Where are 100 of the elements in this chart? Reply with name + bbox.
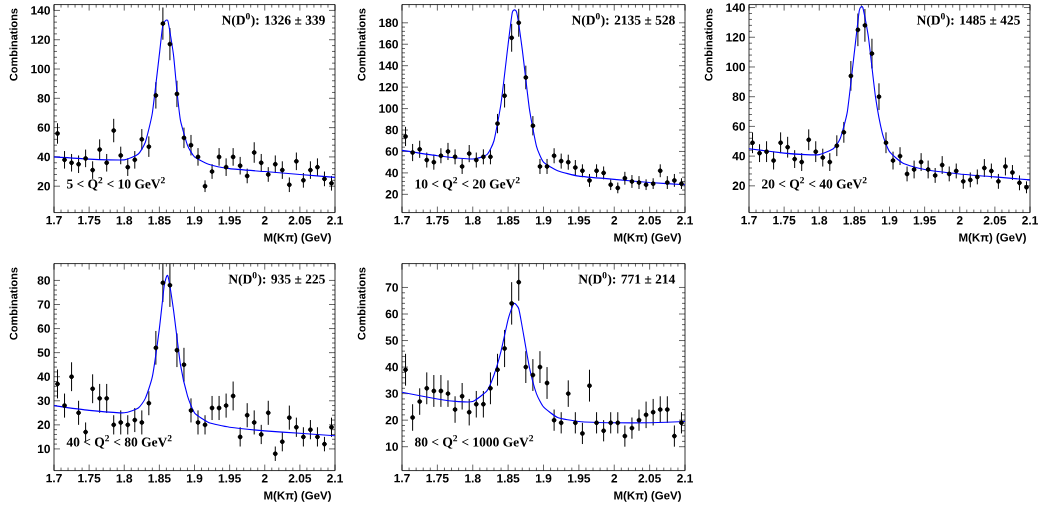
y-tick-label: 120 (31, 35, 50, 45)
point (918, 160, 924, 165)
point (431, 160, 437, 165)
point (266, 410, 271, 416)
y-tick-label: 40 (385, 363, 398, 372)
x-axis-title: M(Kπ) (GeV) (614, 233, 681, 244)
point (848, 73, 854, 79)
point (188, 408, 194, 413)
y-tick-label: 50 (37, 348, 50, 358)
point (431, 388, 437, 394)
annotation: N(D$^{0}$): 1326 ± 339 (221, 13, 325, 28)
y-axis-title: Combinations (357, 8, 366, 81)
point (629, 426, 635, 431)
point (862, 23, 868, 28)
point (153, 93, 159, 98)
x-tick-label: 2.05 (638, 216, 661, 225)
point (167, 42, 173, 47)
x-tick-label: 1.8 (465, 216, 481, 225)
y-tick-label: 50 (385, 336, 398, 345)
y-tick-label: 30 (385, 389, 398, 399)
point (62, 157, 67, 163)
annotation: N(D$^{0}$): 771 ± 214 (578, 272, 676, 287)
point (111, 128, 116, 133)
point (410, 415, 415, 420)
point (954, 168, 959, 174)
x-tick-label: 1.7 (741, 216, 757, 225)
point (467, 410, 472, 415)
y-tick-label: 80 (37, 94, 50, 103)
point (104, 160, 109, 166)
point (495, 121, 500, 126)
point (153, 345, 159, 351)
annotation: 5 < Q$^{2}$ < 10 GeV$^{2}$ (66, 177, 165, 191)
point (287, 415, 292, 421)
point (315, 434, 320, 440)
point (118, 420, 123, 425)
y-tick-label: 20 (385, 416, 398, 425)
x-tick-label: 1.8 (116, 216, 133, 225)
point (940, 163, 945, 168)
point (202, 184, 208, 189)
x-tick-label: 1.95 (218, 216, 241, 225)
x-tick-label: 1.9 (186, 474, 203, 483)
point (237, 434, 243, 440)
point (209, 406, 215, 411)
point (294, 425, 299, 430)
point (301, 434, 306, 440)
point (216, 154, 222, 160)
y-tick-label: 100 (31, 65, 50, 74)
annotation: N(D$^{0}$): 1485 ± 425 (916, 13, 1020, 28)
point (523, 75, 529, 80)
point (813, 149, 818, 155)
x-tick-label: 1.7 (46, 474, 62, 483)
y-axis-title: Combinations (704, 8, 713, 81)
point (252, 420, 257, 425)
point (982, 166, 987, 171)
point (587, 383, 592, 389)
point (488, 386, 493, 391)
point (799, 160, 804, 165)
point (481, 402, 486, 407)
y-axis-title: Combinations (9, 8, 18, 81)
point (322, 442, 327, 447)
point (601, 170, 606, 176)
point (209, 169, 215, 174)
x-tick-label: 1.9 (535, 216, 552, 225)
point (329, 181, 334, 186)
x-tick-label: 2.05 (288, 216, 312, 225)
point (665, 407, 670, 412)
point (424, 386, 429, 391)
point (573, 165, 578, 170)
point (580, 431, 585, 436)
point (438, 153, 444, 159)
x-tick-label: 2 (956, 216, 963, 225)
point (266, 172, 271, 177)
y-tick-label: 160 (379, 40, 398, 49)
point (1010, 170, 1015, 175)
x-tick-label: 1.95 (913, 216, 936, 225)
point (1017, 180, 1022, 186)
point (502, 346, 507, 351)
point (125, 422, 130, 428)
point (792, 157, 797, 162)
point (516, 280, 521, 285)
point (83, 430, 88, 435)
y-tick-label: 140 (31, 6, 50, 15)
point (252, 150, 257, 155)
point (509, 35, 514, 41)
point (551, 418, 557, 423)
point (97, 147, 102, 152)
x-tick-label: 1.8 (465, 474, 481, 483)
point (424, 158, 429, 163)
x-tick-label: 1.75 (773, 216, 796, 225)
point (452, 154, 458, 160)
x-tick-label: 2.1 (327, 474, 343, 483)
x-tick-label: 2 (261, 474, 268, 483)
point (97, 396, 102, 401)
y-tick-label: 60 (37, 123, 50, 133)
point (968, 177, 973, 183)
x-tick-label: 1.7 (394, 216, 410, 225)
y-tick-label: 180 (379, 18, 398, 28)
y-tick-label: 20 (37, 420, 50, 430)
y-tick-label: 20 (37, 182, 50, 191)
point (516, 20, 521, 26)
